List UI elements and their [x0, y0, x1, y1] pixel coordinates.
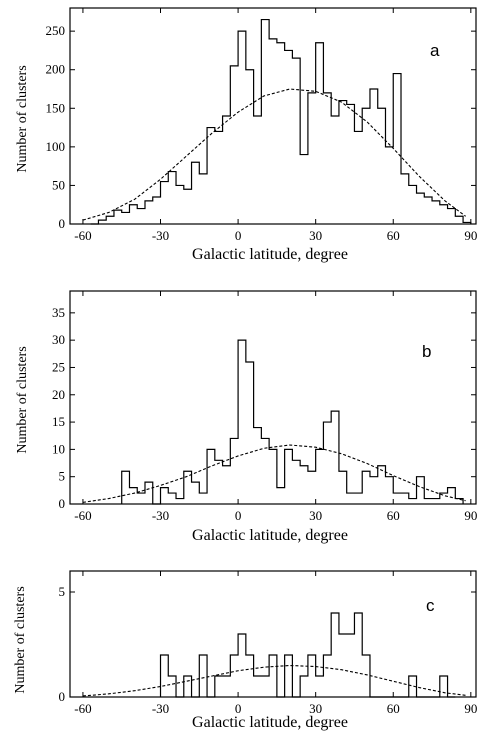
panel-b-xlabel: Galactic latitude, degree	[192, 527, 348, 544]
panel-c-y-tick-label: 5	[59, 584, 66, 599]
panel-c-histogram	[159, 612, 456, 698]
panel-c-x-tick-label: 90	[464, 701, 477, 716]
panel-b-y-tick-label: 15	[52, 414, 65, 429]
panel-a-letter: a	[430, 41, 440, 60]
panel-b-x-tick-label: -30	[152, 508, 169, 523]
panel-a-x-tick-label: -30	[152, 228, 169, 243]
panel-b-x-tick-label: 0	[235, 508, 242, 523]
panel-c-y-tick-label: 0	[59, 689, 66, 704]
panel-a-x-tick-label: 90	[464, 228, 477, 243]
panel-b-y-tick-label: 20	[52, 387, 65, 402]
panel-b: Number of clusters Galactic latitude, de…	[15, 290, 477, 544]
panel-a-plot-frame	[69, 7, 477, 225]
panel-b-fit-curve	[82, 444, 466, 503]
panel-b-y-tick-label: 30	[52, 332, 65, 347]
panel-a-y-tick-label: 50	[52, 177, 65, 192]
panel-b-letter: b	[422, 342, 431, 361]
panel-a-histogram	[90, 18, 472, 225]
panel-a-ylabel: Number of clusters	[15, 65, 30, 172]
panel-c-x-tick-label: -30	[152, 701, 169, 716]
panel-b-y-tick-label: 35	[52, 305, 65, 320]
panel-c-x-tick-label: 60	[387, 701, 400, 716]
panel-a-y-tick-label: 0	[59, 216, 66, 231]
panel-c-x-tick-label: -60	[74, 701, 91, 716]
panel-a-y-tick-label: 150	[46, 100, 66, 115]
panel-a-y-tick-label: 200	[46, 62, 66, 77]
panel-a: Number of clusters Galactic latitude, de…	[15, 7, 477, 263]
panel-b-x-tick-label: 90	[464, 508, 477, 523]
panel-a-xlabel: Galactic latitude, degree	[192, 246, 348, 263]
panel-a-fit-curve	[82, 88, 466, 221]
panel-b-x-tick-label: -60	[74, 508, 91, 523]
panel-c: Number of clusters Galactic latitude, de…	[13, 570, 477, 731]
panel-b-plot-frame	[69, 290, 477, 505]
panel-b-histogram	[121, 339, 464, 505]
panel-c-ylabel: Number of clusters	[13, 586, 28, 693]
panel-a-x-tick-label: -60	[74, 228, 91, 243]
panel-b-x-tick-label: 60	[387, 508, 400, 523]
panel-c-plot-frame	[69, 570, 477, 698]
panel-a-y-tick-label: 100	[46, 139, 66, 154]
panel-a-ylabel-wrap: Number of clusters	[15, 65, 30, 172]
panel-b-ylabel: Number of clusters	[15, 346, 30, 453]
panel-c-xlabel: Galactic latitude, degree	[192, 714, 348, 731]
panel-c-fit-curve	[82, 664, 466, 697]
panel-b-y-tick-label: 25	[52, 359, 65, 374]
panel-c-letter: c	[426, 596, 435, 615]
panel-c-ylabel-wrap: Number of clusters	[13, 586, 28, 693]
panel-b-y-tick-label: 0	[59, 496, 66, 511]
panel-b-y-tick-label: 10	[52, 441, 65, 456]
panel-c-x-tick-label: 30	[309, 701, 322, 716]
panel-b-y-tick-label: 5	[59, 469, 66, 484]
panel-c-x-tick-label: 0	[235, 701, 242, 716]
panel-b-ylabel-wrap: Number of clusters	[15, 346, 30, 453]
panel-a-x-tick-label: 60	[387, 228, 400, 243]
panel-b-x-tick-label: 30	[309, 508, 322, 523]
panel-a-x-tick-label: 30	[309, 228, 322, 243]
panel-a-y-tick-label: 250	[46, 23, 66, 38]
panel-a-x-tick-label: 0	[235, 228, 242, 243]
